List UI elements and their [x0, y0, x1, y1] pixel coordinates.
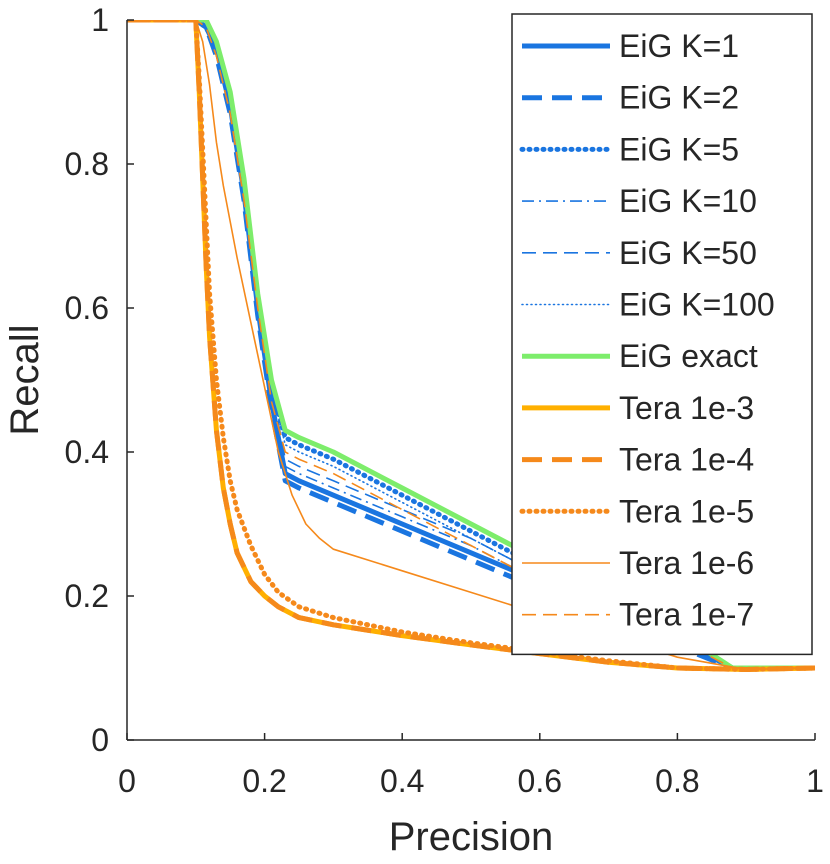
series-line-tera-1e-5	[127, 20, 815, 672]
legend-label-eig-k-10: EiG K=10	[619, 183, 757, 219]
y-tick-label: 0.4	[65, 434, 109, 470]
legend-label-tera-1e-4: Tera 1e-4	[619, 442, 754, 478]
legend-label-tera-1e-3: Tera 1e-3	[619, 390, 754, 426]
y-axis-label: Recall	[3, 324, 47, 435]
x-axis-label: Precision	[389, 815, 554, 859]
x-tick-label: 0.2	[242, 763, 286, 799]
legend-label-eig-k-1: EiG K=1	[619, 28, 739, 64]
y-tick-label: 0.8	[65, 146, 109, 182]
legend-label-tera-1e-6: Tera 1e-6	[619, 545, 754, 581]
legend-box	[511, 13, 813, 656]
legend: EiG K=1 EiG K=2 EiG K=5 EiG K=10 EiG K=50 EiG…	[511, 13, 813, 656]
legend-label-tera-1e-7: Tera 1e-7	[619, 597, 754, 633]
legend-label-eig-k-100: EiG K=100	[619, 287, 775, 323]
x-tick-label: 1	[806, 763, 824, 799]
y-tick-label: 0	[91, 722, 109, 758]
x-tick-label: 0.4	[380, 763, 424, 799]
y-tick-label: 0.6	[65, 290, 109, 326]
y-tick-label: 1	[91, 2, 109, 38]
y-tick-label: 0.2	[65, 578, 109, 614]
legend-label-eig-k-50: EiG K=50	[619, 235, 757, 271]
legend-label-tera-1e-5: Tera 1e-5	[619, 493, 754, 529]
x-tick-label: 0	[118, 763, 136, 799]
legend-label-eig-k-2: EiG K=2	[619, 80, 739, 116]
axes: 0 0.2 0.4 0.6 0.8 1 0 0.2 0.4 0.6 0.8 1	[65, 2, 824, 799]
legend-label-eig-exact: EiG exact	[619, 338, 758, 374]
x-tick-label: 0.8	[655, 763, 699, 799]
x-tick-label: 0.6	[518, 763, 562, 799]
legend-label-eig-k-5: EiG K=5	[619, 131, 739, 167]
